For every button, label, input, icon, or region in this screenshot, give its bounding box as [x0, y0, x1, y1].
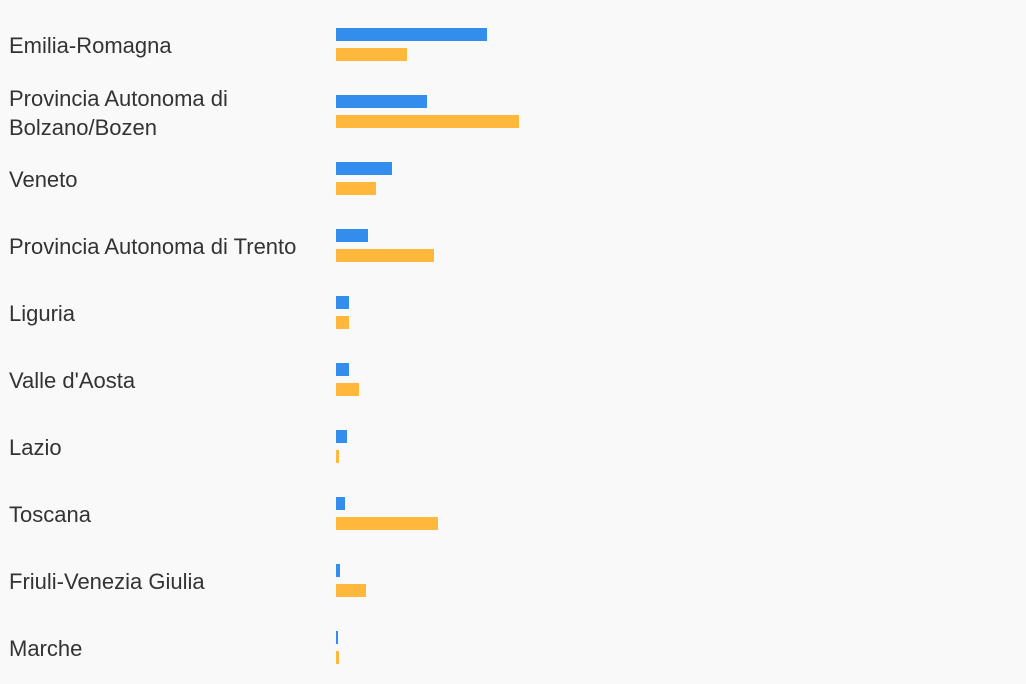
category-label: Provincia Autonoma di Bolzano/Bozen — [9, 85, 228, 140]
bar-series-1[interactable] — [336, 631, 338, 644]
category-label: Emilia-Romagna — [9, 33, 172, 58]
category-label: Marche — [9, 636, 83, 661]
bar-series-2[interactable] — [336, 450, 339, 463]
bar-series-1[interactable] — [336, 296, 349, 309]
bar-series-1[interactable] — [336, 497, 345, 510]
bar-series-1[interactable] — [336, 229, 368, 242]
bar-series-2[interactable] — [336, 584, 366, 597]
bar-series-1[interactable] — [336, 28, 487, 41]
bar-series-2[interactable] — [336, 115, 519, 128]
bar-series-1[interactable] — [336, 363, 349, 376]
bar-series-2[interactable] — [336, 249, 434, 262]
bar-series-1[interactable] — [336, 95, 427, 108]
category-label: Toscana — [9, 502, 91, 527]
bar-series-1[interactable] — [336, 564, 340, 577]
bar-series-2[interactable] — [336, 517, 438, 530]
category-label: Liguria — [9, 301, 76, 326]
bar-series-2[interactable] — [336, 383, 359, 396]
category-label: Veneto — [9, 167, 78, 192]
category-label: Valle d'Aosta — [9, 368, 136, 393]
category-label: Lazio — [9, 435, 62, 460]
bar-series-2[interactable] — [336, 182, 376, 195]
bar-series-2[interactable] — [336, 316, 349, 329]
category-label: Friuli-Venezia Giulia — [9, 569, 205, 594]
bar-series-2[interactable] — [336, 651, 339, 664]
category-label: Provincia Autonoma di Trento — [9, 234, 297, 259]
bar-series-1[interactable] — [336, 162, 392, 175]
bar-series-2[interactable] — [336, 48, 407, 61]
bar-series-1[interactable] — [336, 430, 347, 443]
